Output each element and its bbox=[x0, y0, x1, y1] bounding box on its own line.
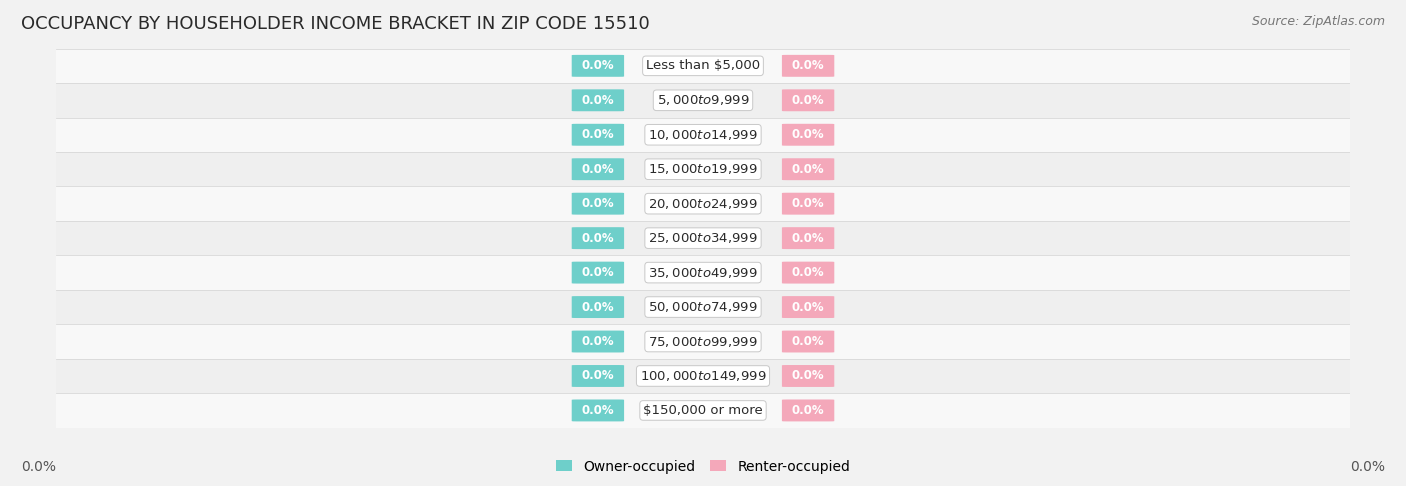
FancyBboxPatch shape bbox=[782, 296, 834, 318]
Text: 0.0%: 0.0% bbox=[582, 404, 614, 417]
Text: $15,000 to $19,999: $15,000 to $19,999 bbox=[648, 162, 758, 176]
Text: 0.0%: 0.0% bbox=[792, 335, 824, 348]
FancyBboxPatch shape bbox=[782, 365, 834, 387]
FancyBboxPatch shape bbox=[572, 399, 624, 421]
Text: OCCUPANCY BY HOUSEHOLDER INCOME BRACKET IN ZIP CODE 15510: OCCUPANCY BY HOUSEHOLDER INCOME BRACKET … bbox=[21, 15, 650, 33]
Text: $150,000 or more: $150,000 or more bbox=[643, 404, 763, 417]
Text: $5,000 to $9,999: $5,000 to $9,999 bbox=[657, 93, 749, 107]
Text: 0.0%: 0.0% bbox=[582, 266, 614, 279]
Bar bbox=[56, 359, 1350, 393]
Text: 0.0%: 0.0% bbox=[792, 266, 824, 279]
FancyBboxPatch shape bbox=[782, 399, 834, 421]
Text: 0.0%: 0.0% bbox=[582, 59, 614, 72]
Text: 0.0%: 0.0% bbox=[792, 163, 824, 176]
Text: 0.0%: 0.0% bbox=[21, 460, 56, 473]
Text: 0.0%: 0.0% bbox=[582, 232, 614, 244]
Text: 0.0%: 0.0% bbox=[582, 128, 614, 141]
Text: $20,000 to $24,999: $20,000 to $24,999 bbox=[648, 197, 758, 210]
Text: 0.0%: 0.0% bbox=[582, 197, 614, 210]
Bar bbox=[56, 221, 1350, 255]
FancyBboxPatch shape bbox=[572, 158, 624, 180]
Text: 0.0%: 0.0% bbox=[792, 232, 824, 244]
FancyBboxPatch shape bbox=[572, 261, 624, 283]
Text: 0.0%: 0.0% bbox=[792, 300, 824, 313]
Text: 0.0%: 0.0% bbox=[582, 369, 614, 382]
FancyBboxPatch shape bbox=[782, 261, 834, 283]
FancyBboxPatch shape bbox=[572, 365, 624, 387]
Text: Less than $5,000: Less than $5,000 bbox=[645, 59, 761, 72]
FancyBboxPatch shape bbox=[572, 89, 624, 111]
Bar bbox=[56, 324, 1350, 359]
Bar bbox=[56, 118, 1350, 152]
FancyBboxPatch shape bbox=[572, 227, 624, 249]
Text: $10,000 to $14,999: $10,000 to $14,999 bbox=[648, 128, 758, 142]
Bar bbox=[56, 49, 1350, 83]
FancyBboxPatch shape bbox=[782, 124, 834, 146]
Text: 0.0%: 0.0% bbox=[792, 404, 824, 417]
FancyBboxPatch shape bbox=[782, 330, 834, 352]
Legend: Owner-occupied, Renter-occupied: Owner-occupied, Renter-occupied bbox=[550, 454, 856, 479]
Text: 0.0%: 0.0% bbox=[582, 94, 614, 107]
FancyBboxPatch shape bbox=[782, 55, 834, 77]
FancyBboxPatch shape bbox=[572, 296, 624, 318]
FancyBboxPatch shape bbox=[572, 330, 624, 352]
FancyBboxPatch shape bbox=[572, 55, 624, 77]
Bar bbox=[56, 255, 1350, 290]
Bar bbox=[56, 393, 1350, 428]
FancyBboxPatch shape bbox=[782, 89, 834, 111]
Text: 0.0%: 0.0% bbox=[792, 128, 824, 141]
Text: 0.0%: 0.0% bbox=[582, 300, 614, 313]
FancyBboxPatch shape bbox=[572, 124, 624, 146]
Text: Source: ZipAtlas.com: Source: ZipAtlas.com bbox=[1251, 15, 1385, 28]
FancyBboxPatch shape bbox=[782, 193, 834, 215]
Text: $50,000 to $74,999: $50,000 to $74,999 bbox=[648, 300, 758, 314]
Text: 0.0%: 0.0% bbox=[582, 335, 614, 348]
FancyBboxPatch shape bbox=[572, 193, 624, 215]
Text: $25,000 to $34,999: $25,000 to $34,999 bbox=[648, 231, 758, 245]
Text: $100,000 to $149,999: $100,000 to $149,999 bbox=[640, 369, 766, 383]
Bar bbox=[56, 187, 1350, 221]
Bar bbox=[56, 290, 1350, 324]
Text: 0.0%: 0.0% bbox=[792, 94, 824, 107]
Text: $35,000 to $49,999: $35,000 to $49,999 bbox=[648, 266, 758, 279]
Bar bbox=[56, 83, 1350, 118]
Text: 0.0%: 0.0% bbox=[792, 197, 824, 210]
FancyBboxPatch shape bbox=[782, 158, 834, 180]
FancyBboxPatch shape bbox=[782, 227, 834, 249]
Bar bbox=[56, 152, 1350, 187]
Text: 0.0%: 0.0% bbox=[582, 163, 614, 176]
Text: 0.0%: 0.0% bbox=[792, 59, 824, 72]
Text: 0.0%: 0.0% bbox=[792, 369, 824, 382]
Text: 0.0%: 0.0% bbox=[1350, 460, 1385, 473]
Text: $75,000 to $99,999: $75,000 to $99,999 bbox=[648, 334, 758, 348]
